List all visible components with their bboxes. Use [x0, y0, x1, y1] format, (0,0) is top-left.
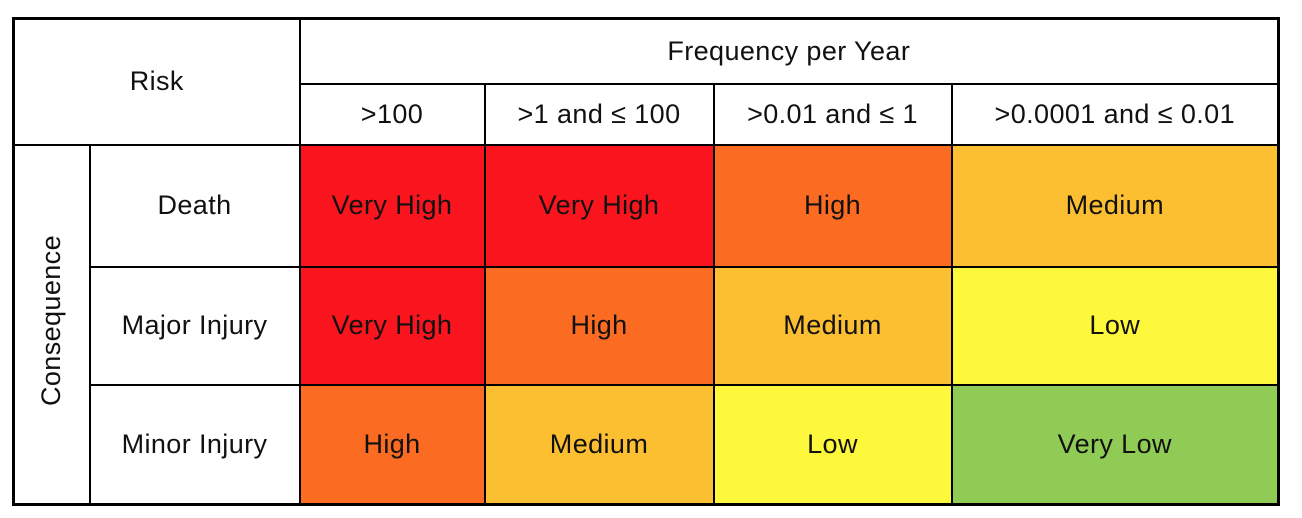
cell-death-col1: Very High — [298, 143, 486, 268]
cell-minor-col2: Medium — [483, 383, 715, 506]
consequence-axis-header-cell: Consequence — [12, 143, 91, 506]
frequency-axis-header-cell: Frequency per Year — [298, 17, 1280, 85]
cell-death-col3: High — [712, 143, 953, 268]
frequency-range-cell-4: >0.0001 and ≤ 0.01 — [950, 82, 1280, 146]
row-label-minor-injury: Minor Injury — [88, 383, 301, 506]
cell-death-col4: Medium — [950, 143, 1280, 268]
row-label-major-injury: Major Injury — [88, 265, 301, 386]
header-row-frequency-ranges: >100 >1 and ≤ 100 >0.01 and ≤ 1 >0.0001 … — [14, 82, 1280, 146]
matrix-row-death: Consequence Death Very High Very High Hi… — [12, 143, 1280, 506]
matrix-row-minor-injury: Minor Injury High Medium Low Very Low — [14, 383, 1280, 506]
cell-major-col3: Medium — [712, 265, 953, 386]
cell-major-col4: Low — [950, 265, 1280, 386]
consequence-axis-label: Consequence — [36, 235, 67, 407]
risk-corner-cell: Risk — [12, 17, 301, 146]
cell-major-col1: Very High — [298, 265, 486, 386]
cell-minor-col4: Very Low — [950, 383, 1280, 506]
row-label-death: Death — [88, 143, 301, 268]
frequency-range-cell-3: >0.01 and ≤ 1 — [712, 82, 953, 146]
cell-major-col2: High — [483, 265, 715, 386]
cell-minor-col3: Low — [712, 383, 953, 506]
cell-death-col2: Very High — [483, 143, 715, 268]
cell-minor-col1: High — [298, 383, 486, 506]
matrix-row-major-injury: Major Injury Very High High Medium Low — [14, 265, 1280, 386]
frequency-range-cell-2: >1 and ≤ 100 — [483, 82, 715, 146]
header-row-frequency-title: Risk Frequency per Year — [12, 17, 1280, 146]
frequency-range-cell-1: >100 — [298, 82, 486, 146]
risk-matrix-table: Risk Frequency per Year >100 >1 and ≤ 10… — [12, 17, 1281, 506]
